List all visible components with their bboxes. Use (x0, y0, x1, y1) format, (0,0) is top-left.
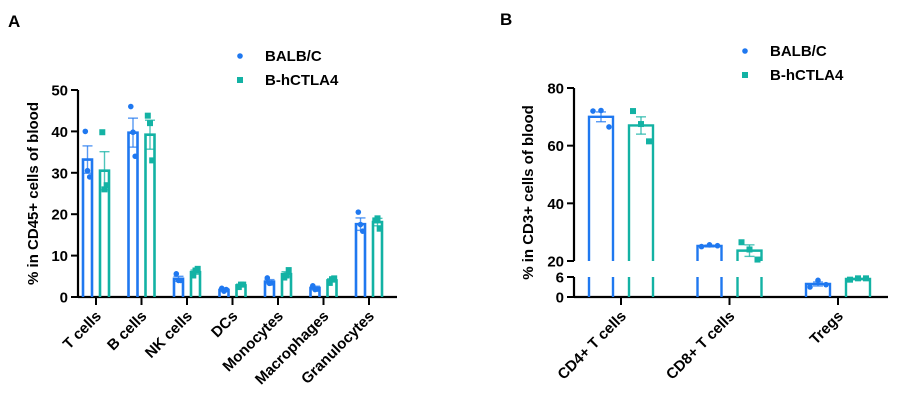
data-point (285, 267, 292, 274)
data-point (646, 138, 652, 145)
y-tick-label: 60 (547, 138, 564, 155)
data-point (128, 103, 134, 110)
y-tick-label: 0 (60, 290, 68, 307)
x-tick-label: T cells (60, 308, 105, 353)
data-point (194, 265, 201, 272)
bar-lower-segment (736, 277, 763, 297)
data-point (268, 280, 275, 286)
data-point (223, 286, 229, 293)
data-point (746, 246, 753, 253)
bar (627, 124, 655, 261)
data-point (807, 284, 813, 290)
data-point (84, 167, 91, 174)
data-point (706, 242, 713, 248)
bar (371, 220, 384, 297)
data-point (698, 243, 705, 250)
data-point (82, 128, 89, 135)
legend-label: B-hCTLA4 (265, 72, 339, 89)
data-point (144, 112, 151, 119)
data-point (177, 277, 184, 284)
panel-label-b: B (500, 10, 512, 29)
data-point (355, 209, 362, 215)
data-point (283, 272, 290, 279)
legend-label: B-hCTLA4 (770, 67, 844, 84)
data-point (847, 276, 853, 283)
data-point (742, 72, 748, 78)
legend-label: BALB/C (770, 43, 827, 60)
data-point (331, 275, 338, 282)
y-tick-label: 80 (547, 81, 564, 98)
data-point (130, 129, 136, 136)
bar (354, 222, 367, 297)
data-point (742, 48, 748, 54)
x-tick-label: CD4+ T cells (554, 308, 629, 383)
data-point (173, 271, 180, 277)
x-tick-label: DCs (208, 308, 241, 341)
chart-b: 0 620 40 60 80 % in CD3+ cells of blood CD4+ T… (520, 43, 888, 383)
data-point (630, 108, 636, 115)
y-tick-label: 6 (556, 270, 564, 287)
y-tick-label: 20 (547, 254, 564, 271)
y-tick-label: 30 (51, 165, 68, 182)
panel-label-a: A (8, 12, 20, 31)
data-point (357, 221, 364, 228)
y-tick-label: 20 (51, 207, 68, 224)
data-point (638, 121, 644, 128)
data-point (132, 153, 138, 160)
y-tick-label: 10 (51, 248, 68, 265)
bar-lower-segment (696, 277, 723, 297)
data-point (714, 242, 721, 249)
data-point (374, 215, 381, 222)
y-tick-label: 40 (51, 124, 68, 141)
bar (81, 158, 94, 297)
data-point (815, 277, 821, 284)
data-point (149, 157, 156, 164)
bar-lower-segment (627, 277, 655, 297)
data-point (823, 281, 829, 288)
data-point (190, 272, 197, 279)
legend-label: BALB/C (265, 48, 322, 65)
chart-a: 0 10 20 30 40 50 % in CD45+ cells of blood T ce… (25, 48, 397, 388)
x-tick-label: CD8+ T cells (663, 308, 738, 383)
data-point (606, 124, 612, 130)
data-point (376, 225, 383, 232)
y-tick-label: 40 (547, 196, 564, 213)
data-point (147, 120, 153, 127)
data-point (237, 77, 243, 83)
data-point (99, 129, 106, 136)
bar (587, 115, 615, 261)
y-axis-title: % in CD45+ cells of blood (25, 102, 42, 285)
x-tick-label: Tregs (807, 308, 847, 348)
data-point (855, 275, 861, 282)
y-tick-label: 0 (556, 290, 564, 307)
data-point (754, 256, 761, 263)
data-point (101, 186, 108, 193)
bar-lower-segment (587, 277, 615, 297)
data-point (237, 53, 243, 59)
x-tick-label: NK cells (142, 308, 196, 362)
data-point (598, 107, 604, 114)
data-point (86, 174, 93, 180)
data-point (103, 182, 110, 189)
y-tick-label: 50 (51, 83, 68, 100)
data-point (314, 286, 321, 292)
data-point (863, 275, 869, 282)
data-point (590, 108, 596, 114)
data-point (738, 239, 745, 246)
data-point (326, 279, 333, 286)
data-point (240, 281, 247, 288)
y-axis-title: % in CD3+ cells of blood (520, 105, 537, 280)
data-point (359, 228, 366, 234)
data-point (264, 275, 271, 281)
